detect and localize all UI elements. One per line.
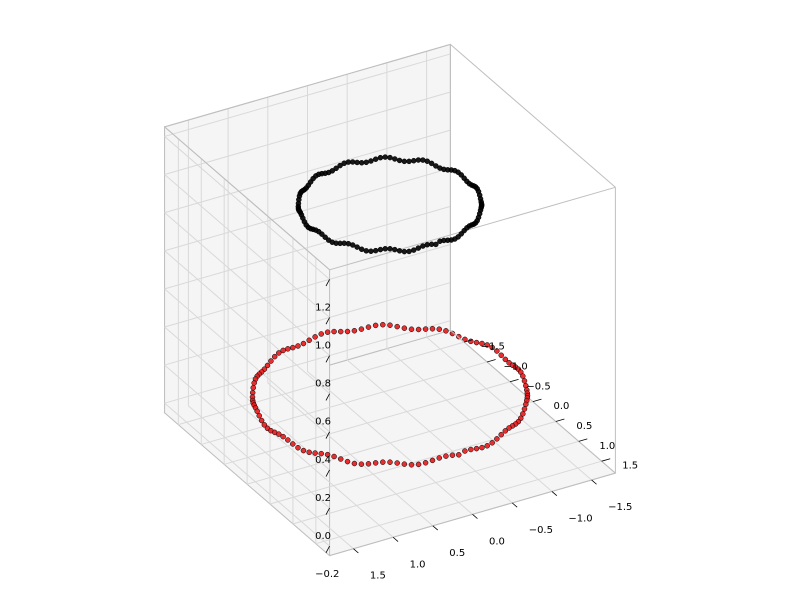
svg-text:−1.5: −1.5 <box>481 342 505 353</box>
svg-text:−0.5: −0.5 <box>526 381 550 392</box>
svg-text:0.8: 0.8 <box>315 379 331 390</box>
svg-text:1.0: 1.0 <box>315 340 331 351</box>
svg-text:0.0: 0.0 <box>554 401 570 412</box>
svg-text:−1.0: −1.0 <box>503 361 527 372</box>
svg-text:1.0: 1.0 <box>599 441 615 452</box>
svg-text:1.5: 1.5 <box>622 461 638 472</box>
svg-text:0.5: 0.5 <box>576 421 592 432</box>
svg-text:−0.5: −0.5 <box>529 525 553 536</box>
svg-text:0.6: 0.6 <box>315 417 331 428</box>
svg-text:0.4: 0.4 <box>315 455 331 466</box>
svg-text:1.5: 1.5 <box>370 571 386 582</box>
scatter3d-chart: −1.5 −1.0 −0.5 0.0 0.5 1.0 1.5 −1.5 −1.0 −0.5 0.0 0… <box>0 0 800 600</box>
svg-text:1.0: 1.0 <box>410 559 426 570</box>
svg-text:0.0: 0.0 <box>489 536 505 547</box>
svg-text:−1.5: −1.5 <box>608 502 632 513</box>
svg-text:0.2: 0.2 <box>315 493 331 504</box>
svg-text:0.0: 0.0 <box>315 531 331 542</box>
svg-text:−1.0: −1.0 <box>568 513 592 524</box>
svg-text:−0.2: −0.2 <box>315 569 339 580</box>
svg-text:0.5: 0.5 <box>449 548 465 559</box>
svg-text:1.2: 1.2 <box>315 302 331 313</box>
